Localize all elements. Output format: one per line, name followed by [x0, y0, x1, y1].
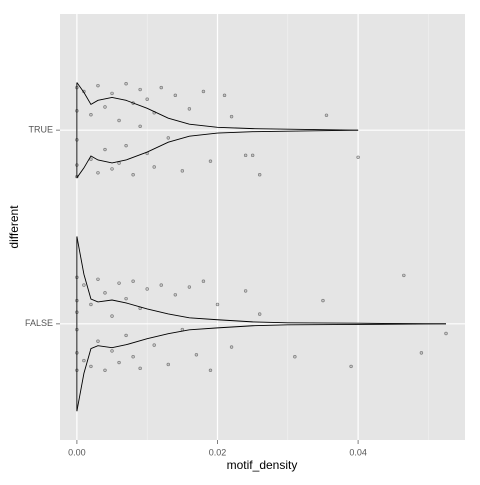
point — [293, 355, 297, 359]
point — [110, 167, 114, 171]
point — [321, 298, 325, 303]
point — [138, 124, 142, 129]
point — [229, 114, 234, 119]
point — [145, 97, 149, 101]
point — [82, 283, 86, 287]
x-tick-label: 0.00 — [68, 447, 86, 457]
point — [131, 173, 135, 177]
point — [89, 157, 93, 161]
point — [222, 93, 227, 98]
point — [124, 296, 128, 301]
violin-outline — [76, 323, 447, 412]
point — [110, 314, 114, 318]
point — [110, 91, 114, 96]
point — [131, 279, 135, 283]
point — [117, 118, 121, 123]
x-axis-title: motif_density — [227, 458, 298, 472]
point — [349, 364, 353, 369]
point — [89, 112, 93, 117]
point — [124, 82, 128, 86]
point — [110, 349, 114, 353]
point — [187, 285, 192, 289]
point — [229, 345, 234, 349]
point — [166, 136, 170, 140]
point — [324, 113, 329, 117]
x-tick-label: 0.02 — [209, 447, 227, 457]
point — [208, 368, 213, 372]
point — [257, 173, 262, 177]
violin-outline — [76, 129, 359, 179]
point — [152, 343, 156, 347]
point — [117, 360, 121, 365]
y-tick-label: TRUE — [29, 125, 54, 135]
point — [201, 279, 206, 283]
point — [243, 153, 248, 158]
point — [402, 273, 406, 278]
point — [96, 277, 100, 281]
point — [103, 368, 107, 372]
point — [173, 93, 178, 98]
point — [96, 171, 100, 175]
point — [89, 302, 93, 307]
point — [356, 155, 360, 159]
point — [257, 312, 262, 316]
point — [96, 339, 100, 343]
point — [159, 85, 163, 90]
point — [145, 287, 149, 291]
panel — [60, 14, 465, 440]
point — [201, 89, 206, 94]
point — [419, 351, 424, 355]
point — [180, 169, 185, 173]
point — [444, 331, 448, 336]
point — [124, 143, 128, 148]
point — [103, 147, 107, 152]
point — [103, 105, 107, 109]
point — [138, 366, 142, 371]
point — [89, 364, 93, 369]
point — [131, 355, 135, 359]
point — [138, 87, 142, 92]
point — [208, 159, 213, 163]
point — [124, 333, 128, 338]
point — [152, 165, 156, 169]
point — [96, 83, 100, 88]
point — [243, 289, 248, 293]
violin-outline — [76, 82, 359, 131]
point — [103, 291, 107, 295]
point — [194, 353, 199, 357]
x-tick-label: 0.04 — [349, 447, 367, 457]
point — [250, 153, 255, 158]
point — [117, 281, 121, 285]
y-tick-label: FALSE — [25, 318, 53, 328]
y-axis-title: different — [7, 205, 21, 249]
point — [166, 362, 170, 367]
point — [173, 293, 178, 297]
point — [82, 358, 86, 363]
point — [159, 283, 163, 287]
point — [117, 161, 121, 165]
point — [187, 107, 192, 111]
violin-outline — [76, 236, 447, 325]
point — [215, 302, 220, 307]
